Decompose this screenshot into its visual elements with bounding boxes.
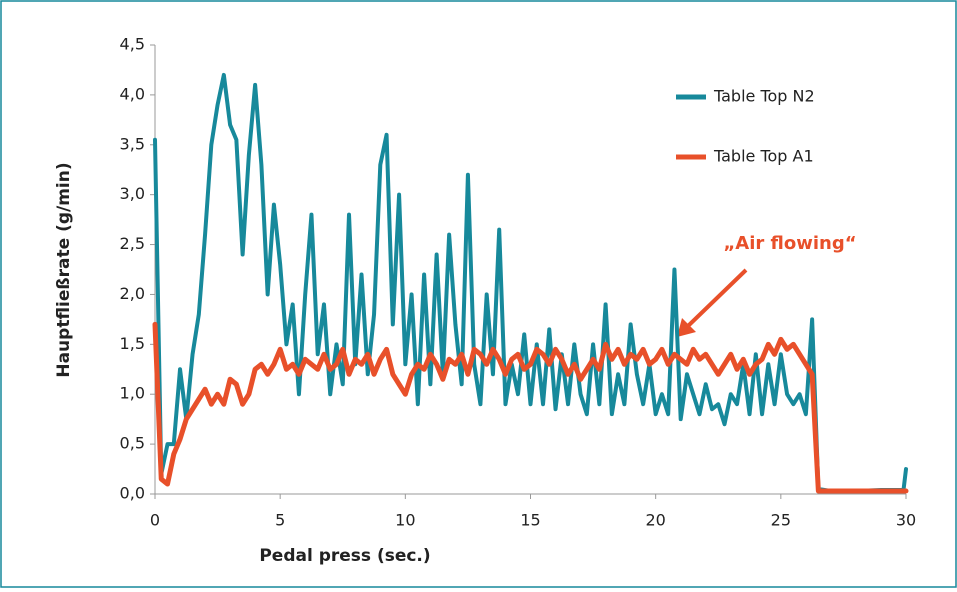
x-tick-label: 30 bbox=[896, 511, 916, 530]
annotation-arrow bbox=[677, 268, 748, 337]
y-axis-label: Hauptfließrate (g/min) bbox=[54, 162, 74, 377]
x-tick-label: 15 bbox=[520, 511, 540, 530]
series-line bbox=[152, 321, 909, 494]
legend-label: Table Top A1 bbox=[713, 147, 814, 166]
y-tick-label: 4,0 bbox=[120, 84, 145, 103]
y-tick-label: 2,0 bbox=[120, 284, 145, 303]
x-tick-label: 20 bbox=[645, 511, 665, 530]
y-tick-label: 0,5 bbox=[120, 434, 145, 453]
y-tick-label: 1,0 bbox=[120, 384, 145, 403]
y-tick-label: 1,5 bbox=[120, 334, 145, 353]
y-tick-label: 3,0 bbox=[120, 184, 145, 203]
annotation: „Air flowing“ bbox=[723, 233, 856, 254]
series-line bbox=[153, 72, 908, 494]
y-tick-label: 4,5 bbox=[120, 35, 145, 54]
arrow-head bbox=[677, 318, 696, 337]
x-tick-label: 5 bbox=[275, 511, 285, 530]
y-tick-label: 3,5 bbox=[120, 134, 145, 153]
x-tick-label: 10 bbox=[395, 511, 415, 530]
y-tick-label: 2,5 bbox=[120, 234, 145, 253]
legend-label: Table Top N2 bbox=[713, 87, 815, 106]
x-axis-label: Pedal press (sec.) bbox=[259, 546, 430, 566]
x-tick-label: 25 bbox=[771, 511, 791, 530]
x-tick-label: 0 bbox=[150, 511, 160, 530]
y-tick-label: 0,0 bbox=[120, 484, 145, 503]
arrow-shaft bbox=[686, 268, 748, 328]
